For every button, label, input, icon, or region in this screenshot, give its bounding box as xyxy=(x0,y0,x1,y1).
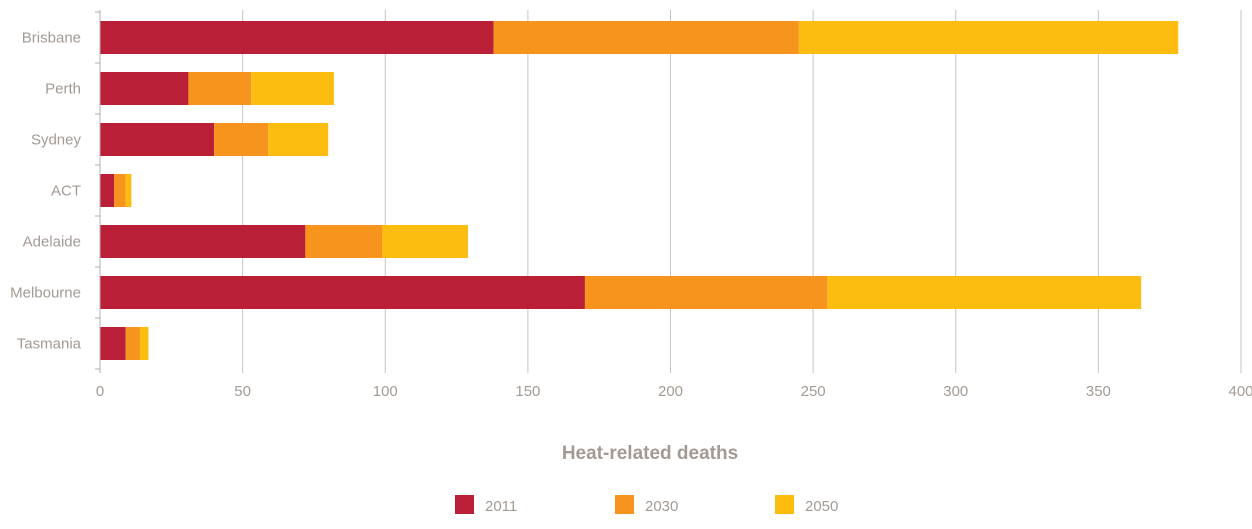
bar-brisbane-2030 xyxy=(493,21,799,54)
bar-brisbane-2011 xyxy=(100,21,494,54)
x-tick-label-250: 250 xyxy=(801,383,826,400)
bar-melbourne-2011 xyxy=(100,276,585,309)
category-label-perth: Perth xyxy=(45,81,81,98)
legend-label-2030: 2030 xyxy=(645,498,678,515)
legend-label-2011: 2011 xyxy=(485,498,517,515)
legend: 2011 2030 2050 xyxy=(455,495,838,515)
bar-layer xyxy=(100,21,1179,360)
legend-swatch-2050 xyxy=(775,495,794,514)
bar-perth-2030 xyxy=(188,72,252,105)
bar-act-2011 xyxy=(100,174,115,207)
bar-tasmania-2050 xyxy=(139,327,149,360)
x-axis-title: Heat-related deaths xyxy=(562,443,738,464)
x-tick-label-150: 150 xyxy=(515,383,540,400)
category-label-adelaide: Adelaide xyxy=(23,234,81,251)
x-tick-label-50: 50 xyxy=(234,383,251,400)
bar-perth-2050 xyxy=(251,72,334,105)
bar-sydney-2050 xyxy=(268,123,329,156)
bar-sydney-2011 xyxy=(100,123,215,156)
bar-sydney-2030 xyxy=(214,123,269,156)
legend-swatch-2030 xyxy=(615,495,634,514)
x-tick-label-400: 400 xyxy=(1228,383,1252,400)
bar-tasmania-2030 xyxy=(125,327,140,360)
bar-tasmania-2011 xyxy=(100,327,126,360)
x-tick-label-0: 0 xyxy=(96,383,104,400)
category-label-brisbane: Brisbane xyxy=(22,30,81,47)
bar-adelaide-2030 xyxy=(305,225,383,258)
legend-swatch-2011 xyxy=(455,495,474,514)
bar-adelaide-2050 xyxy=(382,225,468,258)
legend-label-2050: 2050 xyxy=(805,498,838,515)
category-label-tasmania: Tasmania xyxy=(17,336,82,353)
x-tick-label-200: 200 xyxy=(658,383,683,400)
bar-act-2030 xyxy=(114,174,126,207)
category-label-act: ACT xyxy=(51,183,81,200)
x-tick-label-100: 100 xyxy=(373,383,398,400)
bar-perth-2011 xyxy=(100,72,189,105)
axis-layer: 0 50 100 150 200 250 300 350 400 Brisbane Perth Syd… xyxy=(10,10,1252,400)
bar-brisbane-2050 xyxy=(798,21,1179,54)
bar-melbourne-2050 xyxy=(827,276,1142,309)
category-label-sydney: Sydney xyxy=(31,132,82,149)
x-tick-label-350: 350 xyxy=(1086,383,1111,400)
bar-melbourne-2030 xyxy=(584,276,828,309)
bar-adelaide-2011 xyxy=(100,225,306,258)
x-tick-label-300: 300 xyxy=(943,383,968,400)
grid-layer xyxy=(242,10,1242,373)
bar-act-2050 xyxy=(125,174,132,207)
category-label-melbourne: Melbourne xyxy=(10,285,81,302)
